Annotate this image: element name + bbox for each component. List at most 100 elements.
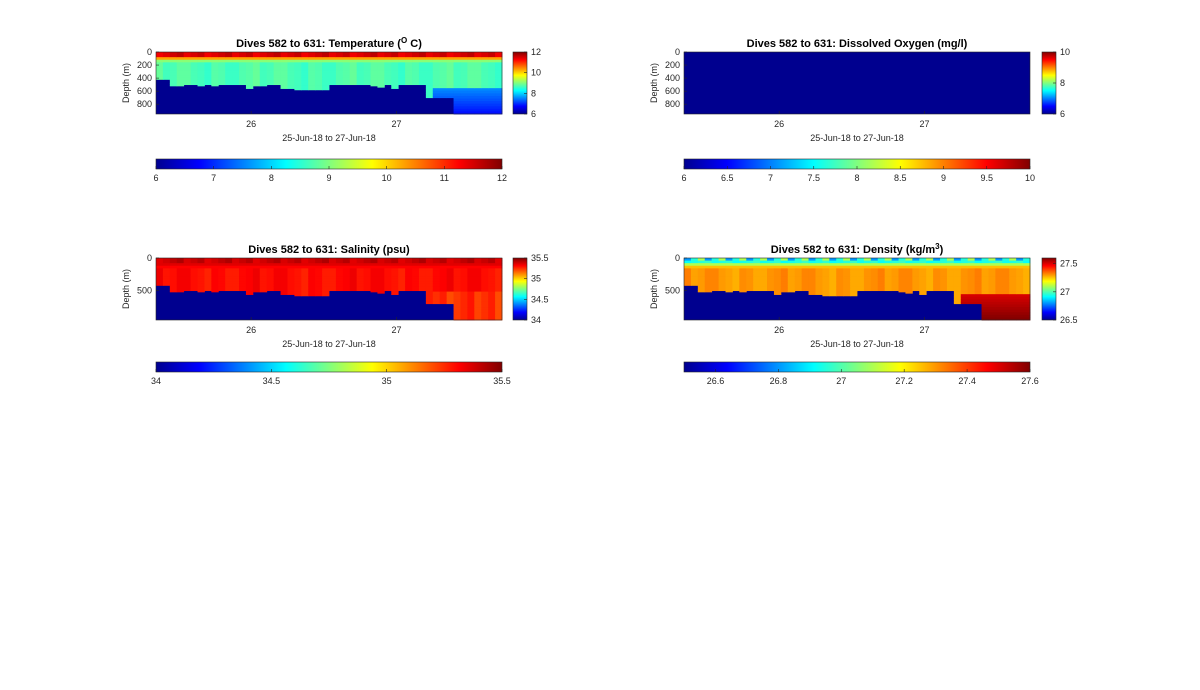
heatmap-cell: [1002, 260, 1010, 264]
heatmap-cell: [1023, 281, 1031, 285]
heatmap-cell: [877, 273, 886, 277]
heatmap-cell: [363, 64, 371, 68]
heatmap-cell: [294, 286, 302, 290]
heatmap-cell: [863, 265, 872, 269]
heatmap-cell: [384, 67, 392, 71]
h-colorbar-tick-label: 9.5: [980, 173, 993, 183]
heatmap-cell: [718, 268, 726, 272]
heatmap-cell: [183, 273, 191, 277]
heatmap-cell: [732, 289, 740, 292]
heatmap-cell: [218, 281, 226, 285]
heatmap-cell: [453, 70, 461, 74]
heatmap-cell: [190, 270, 198, 274]
heatmap-cell: [746, 265, 754, 269]
heatmap-cell: [836, 294, 844, 297]
heatmap-cell: [787, 265, 796, 269]
heatmap-cell: [684, 260, 692, 264]
heatmap-cell: [287, 80, 295, 84]
heatmap-cell: [342, 258, 351, 261]
heatmap-cell: [245, 265, 254, 269]
heatmap-cell: [405, 57, 413, 61]
heatmap-cell: [156, 278, 164, 282]
heatmap-cell: [718, 270, 726, 274]
heatmap-cell: [425, 286, 434, 290]
heatmap-cell: [322, 294, 330, 297]
heatmap-cell: [898, 273, 906, 277]
heatmap-cell: [204, 54, 212, 58]
heatmap-cell: [1016, 301, 1024, 305]
heatmap-cell: [898, 289, 906, 292]
heatmap-cell: [474, 276, 482, 280]
heatmap-cell: [439, 95, 448, 99]
heatmap-cell: [905, 270, 913, 274]
heatmap-cell: [446, 83, 454, 86]
heatmap-cell: [746, 273, 754, 277]
heatmap-cell: [739, 268, 747, 272]
heatmap-cell: [370, 83, 378, 86]
heatmap-cell: [843, 281, 851, 285]
heatmap-cell: [815, 278, 823, 282]
heatmap-cell: [488, 93, 496, 97]
heatmap-cell: [988, 286, 996, 290]
heatmap-cell: [863, 278, 872, 282]
heatmap-cell: [822, 265, 830, 269]
heatmap-cell: [197, 52, 205, 55]
heatmap-cell: [905, 291, 913, 294]
heatmap-cell: [787, 273, 796, 277]
heatmap-cell: [176, 291, 185, 293]
heatmap-cell: [384, 289, 392, 292]
heatmap-cell: [384, 268, 392, 272]
heatmap-cell: [384, 59, 392, 63]
heatmap-cell: [370, 286, 378, 290]
heatmap-cell: [322, 70, 330, 74]
heatmap-cell: [697, 291, 706, 293]
heatmap-cell: [301, 276, 309, 280]
heatmap-cell: [162, 281, 171, 285]
heatmap-cell: [245, 281, 254, 285]
heatmap-cell: [481, 52, 489, 55]
heatmap-cell: [183, 281, 191, 285]
heatmap-cell: [412, 64, 420, 68]
heatmap-cell: [218, 57, 226, 61]
heatmap-cell: [204, 276, 212, 280]
heatmap-cell: [732, 265, 740, 269]
heatmap-cell: [460, 85, 468, 89]
heatmap-cell: [190, 77, 198, 81]
heatmap-cell: [1009, 317, 1017, 321]
heatmap-cell: [460, 299, 468, 303]
heatmap-cell: [704, 281, 713, 285]
heatmap-cell: [933, 278, 941, 282]
heatmap-cell: [377, 52, 385, 55]
heatmap-cell: [287, 263, 295, 267]
chart-dens: Dives 582 to 631: Density (kg/m3)0500Dep…: [649, 242, 1078, 386]
heatmap-cell: [439, 263, 448, 267]
heatmap-cell: [488, 278, 496, 282]
heatmap-cell: [425, 70, 434, 74]
heatmap-cell: [156, 54, 164, 58]
heatmap-cell: [425, 265, 434, 269]
heatmap-cell: [495, 289, 503, 292]
heatmap-cell: [252, 72, 261, 76]
heatmap-cell: [843, 283, 851, 287]
heatmap-cell: [204, 59, 212, 63]
heatmap-cell: [1016, 258, 1024, 261]
heatmap-cell: [446, 80, 454, 84]
heatmap-cell: [808, 286, 816, 290]
heatmap-cell: [767, 263, 775, 267]
heatmap-cell: [467, 88, 475, 92]
heatmap-cell: [377, 258, 385, 261]
heatmap-cell: [384, 64, 392, 68]
heatmap-cell: [495, 54, 503, 58]
heatmap-cell: [974, 270, 982, 274]
heatmap-cell: [308, 283, 316, 287]
heatmap-cell: [822, 286, 830, 290]
heatmap-cell: [460, 90, 468, 94]
heatmap-cell: [988, 283, 996, 287]
heatmap-cell: [843, 291, 851, 295]
heatmap-cell: [301, 67, 309, 71]
heatmap-cell: [156, 260, 164, 264]
heatmap-cell: [495, 101, 503, 105]
heatmap-cell: [1023, 283, 1031, 287]
heatmap-cell: [211, 283, 219, 287]
heatmap-cell: [912, 276, 920, 280]
